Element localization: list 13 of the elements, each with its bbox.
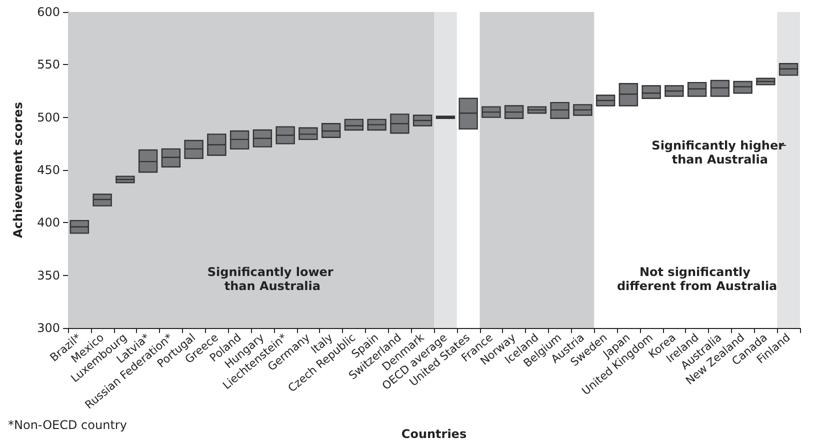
y-tick-label: 400 xyxy=(37,216,60,230)
y-tick-label: 350 xyxy=(37,268,60,282)
y-tick-label: 500 xyxy=(37,110,60,124)
annotation: Not significantly different from Australia xyxy=(616,264,778,293)
y-tick-label: 450 xyxy=(37,163,60,177)
y-tick-label: 600 xyxy=(37,5,60,19)
y-tick-label: 300 xyxy=(37,321,60,335)
x-axis-title: Countries xyxy=(401,427,467,441)
annotation: Significantly lower than Australia xyxy=(207,264,338,293)
y-axis-title: Achievement scores xyxy=(11,102,25,238)
annotation: Significantly higher than Australia xyxy=(652,138,788,166)
text: *Non-OECD country xyxy=(8,418,127,432)
y-tick-label: 550 xyxy=(37,58,60,72)
